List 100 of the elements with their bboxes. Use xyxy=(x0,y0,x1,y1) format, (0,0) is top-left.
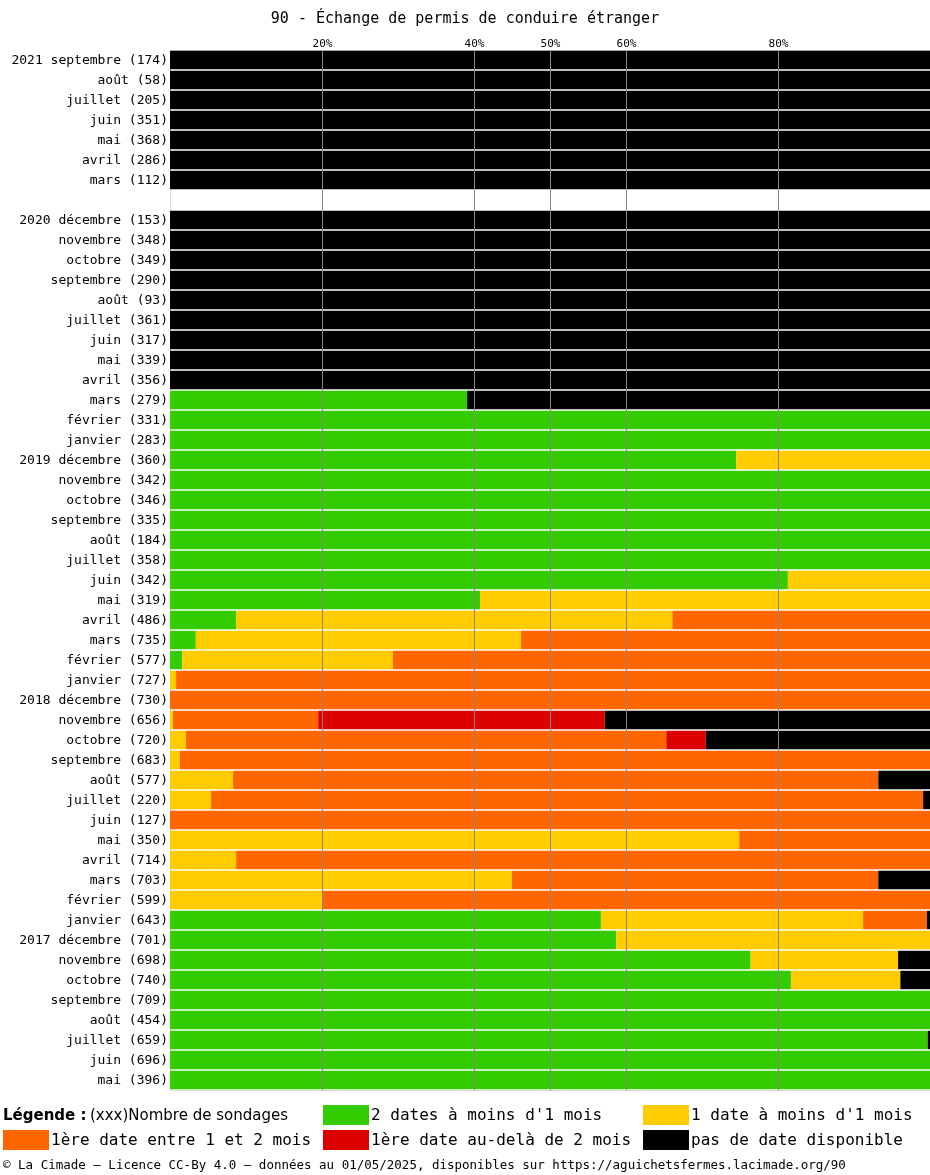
bar xyxy=(878,870,930,890)
y-tick-label: mars (112) xyxy=(89,172,168,187)
bar xyxy=(170,390,468,410)
bar xyxy=(170,810,930,830)
bar xyxy=(512,870,879,890)
bar xyxy=(170,490,930,510)
bar xyxy=(170,90,930,110)
bar xyxy=(170,950,751,970)
y-tick-label: juin (317) xyxy=(89,332,168,347)
bar xyxy=(176,670,930,690)
bar xyxy=(182,650,393,670)
bar xyxy=(170,830,740,850)
bar xyxy=(170,690,930,710)
bar xyxy=(170,70,930,90)
y-tick-label: septembre (709) xyxy=(50,992,168,1007)
bar xyxy=(170,270,930,290)
bar xyxy=(467,390,930,410)
x-tick-label: 50% xyxy=(540,36,561,50)
bar xyxy=(900,970,930,990)
bar xyxy=(211,790,924,810)
y-tick-label: juillet (659) xyxy=(66,1032,168,1047)
bar xyxy=(392,650,930,670)
bar xyxy=(170,750,180,770)
bar xyxy=(170,570,788,590)
bar xyxy=(170,470,930,490)
bar xyxy=(170,310,930,330)
bar xyxy=(170,330,930,350)
bar xyxy=(750,950,899,970)
legend-label: 2 dates à moins d'1 mois xyxy=(371,1105,603,1124)
bar xyxy=(170,430,930,450)
y-tick-label: juin (342) xyxy=(89,572,168,587)
bar xyxy=(170,550,930,570)
bar xyxy=(170,850,237,870)
y-tick-label: novembre (348) xyxy=(58,232,168,247)
bar xyxy=(170,1010,930,1030)
y-tick-label: mai (396) xyxy=(97,1072,168,1087)
bar xyxy=(170,790,212,810)
bar xyxy=(170,910,601,930)
bar xyxy=(863,910,927,930)
y-tick-label: août (577) xyxy=(89,772,168,787)
bar xyxy=(170,290,930,310)
y-tick-label: mai (319) xyxy=(97,592,168,607)
bar xyxy=(170,230,930,250)
bar xyxy=(170,370,930,390)
legend-label: 1ère date au-delà de 2 mois xyxy=(371,1130,632,1149)
y-tick-label: octobre (720) xyxy=(66,732,168,747)
bar xyxy=(170,530,930,550)
bar xyxy=(236,610,673,630)
bar xyxy=(173,710,319,730)
bar xyxy=(170,770,234,790)
bar xyxy=(898,950,930,970)
bar xyxy=(170,610,237,630)
x-tick-label: 60% xyxy=(616,36,637,50)
bar xyxy=(736,450,930,470)
x-tick-label: 40% xyxy=(464,36,485,50)
legend-title: Légende : xyxy=(3,1106,87,1124)
y-tick-label: juin (351) xyxy=(89,112,168,127)
bar xyxy=(790,970,901,990)
y-tick-label: août (58) xyxy=(97,72,168,87)
bar xyxy=(170,350,930,370)
bar xyxy=(170,50,930,70)
bar xyxy=(672,610,930,630)
bar xyxy=(170,1070,930,1090)
y-tick-label: mai (368) xyxy=(97,132,168,147)
bar xyxy=(170,710,174,730)
bar xyxy=(170,630,196,650)
y-tick-label: mai (339) xyxy=(97,352,168,367)
x-tick-label: 80% xyxy=(768,36,789,50)
y-tick-label: septembre (335) xyxy=(50,512,168,527)
y-tick-label: mars (703) xyxy=(89,872,168,887)
x-tick-label: 20% xyxy=(312,36,333,50)
y-tick-label: avril (286) xyxy=(81,152,168,167)
bar xyxy=(170,1050,930,1070)
bar xyxy=(923,790,930,810)
bar xyxy=(170,970,791,990)
bar xyxy=(170,1030,928,1050)
legend-label: pas de date disponible xyxy=(691,1130,903,1149)
y-tick-label: mars (279) xyxy=(89,392,168,407)
bar xyxy=(195,630,522,650)
chart-title: 90 - Échange de permis de conduire étranger xyxy=(270,8,660,27)
bar xyxy=(170,210,930,230)
bar xyxy=(318,710,605,730)
y-tick-label: 2019 décembre (360) xyxy=(19,452,168,467)
y-tick-label: novembre (698) xyxy=(58,952,168,967)
y-tick-label: juillet (205) xyxy=(66,92,168,107)
y-tick-label: août (454) xyxy=(89,1012,168,1027)
bar xyxy=(170,930,617,950)
bar xyxy=(236,850,930,870)
bar xyxy=(666,730,706,750)
bar xyxy=(170,870,512,890)
bar xyxy=(616,930,930,950)
y-tick-label: janvier (643) xyxy=(66,912,168,927)
y-tick-label: janvier (727) xyxy=(66,672,168,687)
legend-label: 1 date à moins d'1 mois xyxy=(691,1105,913,1124)
bar xyxy=(926,910,930,930)
bar xyxy=(480,590,930,610)
y-tick-label: octobre (346) xyxy=(66,492,168,507)
y-tick-label: 2020 décembre (153) xyxy=(19,212,168,227)
bar xyxy=(739,830,930,850)
bar xyxy=(170,410,930,430)
